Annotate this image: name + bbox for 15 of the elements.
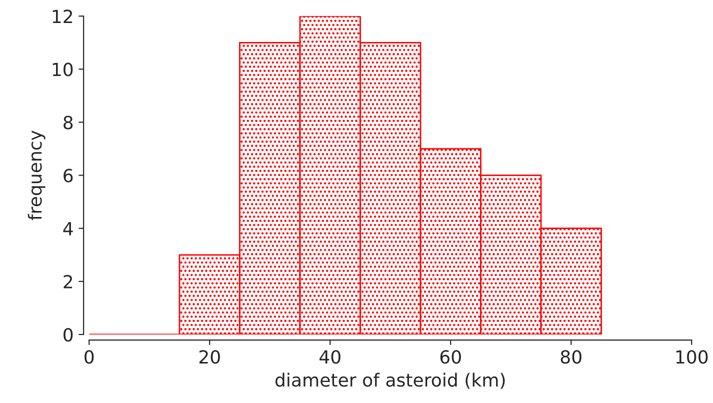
x-tick-label: 0 [84, 350, 94, 364]
y-tick-label: 12 [52, 10, 72, 23]
y-tick-label: 0 [64, 328, 73, 342]
y-tick-label: 8 [64, 116, 73, 130]
y-tick-label: 6 [64, 168, 73, 182]
y-tick-label: 2 [64, 274, 72, 288]
y-axis-title: frequency [28, 130, 46, 220]
x-tick-label: 100 [676, 350, 708, 364]
y-tick-label: 10 [52, 62, 73, 76]
x-tick-label: 80 [560, 350, 582, 364]
x-tick-label: 60 [440, 350, 461, 364]
x-tick-label: 40 [320, 350, 340, 364]
y-tick-label: 4 [63, 222, 73, 236]
x-tick-label: 20 [199, 350, 220, 364]
x-axis-title: diameter of asteroid (km) [275, 372, 505, 389]
